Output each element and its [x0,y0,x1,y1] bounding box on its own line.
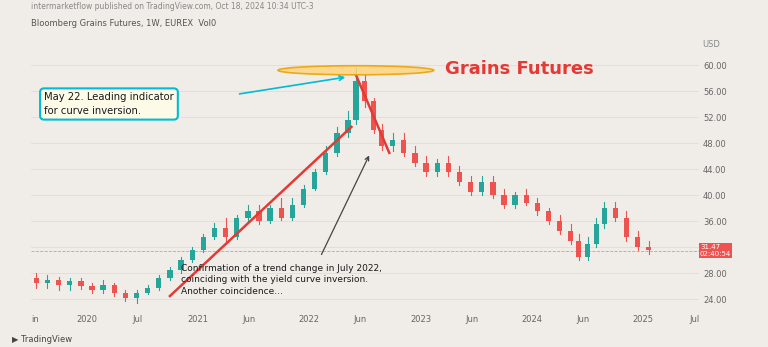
Bar [279,208,284,218]
Bar [223,228,228,237]
Bar [346,120,351,133]
Text: Bloomberg Grains Futures, 1W, EUREX  Vol0: Bloomberg Grains Futures, 1W, EUREX Vol0 [31,19,216,28]
Bar [412,153,418,163]
Bar [576,241,581,257]
Bar [524,195,529,203]
Bar [123,293,128,298]
Bar [502,195,507,205]
Bar [390,140,396,146]
Bar [557,221,562,231]
Text: USD: USD [702,41,720,50]
Bar [78,281,84,286]
Bar [45,280,50,283]
Bar [535,203,540,211]
Bar [323,153,329,172]
Bar [290,205,295,218]
Bar [312,172,317,189]
Text: 31.47
02:40:54: 31.47 02:40:54 [700,244,731,257]
Bar [379,130,384,146]
Bar [435,163,440,172]
Bar [601,208,607,225]
Bar [457,172,462,182]
Bar [635,237,641,247]
Bar [67,281,72,285]
Bar [568,231,574,241]
Bar [594,225,599,244]
Bar [353,81,359,120]
Bar [245,211,250,218]
Bar [200,237,206,251]
Bar [267,208,273,221]
Bar [512,195,518,205]
Text: ▶ TradingView: ▶ TradingView [12,335,71,344]
Bar [89,286,94,289]
Bar [624,218,629,237]
Bar [362,81,367,101]
Bar [613,208,618,218]
Bar [190,251,195,260]
Bar [479,182,485,192]
Circle shape [278,66,434,75]
Text: Grains Futures: Grains Futures [445,60,594,78]
Bar [445,163,451,172]
Bar [134,293,139,298]
Bar [156,278,161,288]
Bar [34,278,39,283]
Bar [234,218,240,237]
Text: intermarketflow published on TradingView.com, Oct 18, 2024 10:34 UTC-3: intermarketflow published on TradingView… [31,2,313,11]
Bar [423,163,429,172]
Bar [111,285,117,293]
Text: May 22. Leading indicator
for curve inversion.: May 22. Leading indicator for curve inve… [44,92,174,116]
Bar [371,101,376,130]
Bar [145,288,151,293]
Text: Confirmation of a trend change in July 2022,
coinciding with the yield curve inv: Confirmation of a trend change in July 2… [181,263,382,296]
Bar [56,280,61,285]
Bar [546,211,551,221]
Bar [585,244,590,257]
Bar [301,189,306,205]
Bar [490,182,495,195]
Bar [401,140,406,153]
Bar [334,133,339,153]
Bar [257,211,262,221]
Bar [101,285,106,289]
Bar [212,228,217,237]
Bar [167,270,173,278]
Bar [468,182,473,192]
Bar [178,260,184,270]
Bar [646,247,651,251]
